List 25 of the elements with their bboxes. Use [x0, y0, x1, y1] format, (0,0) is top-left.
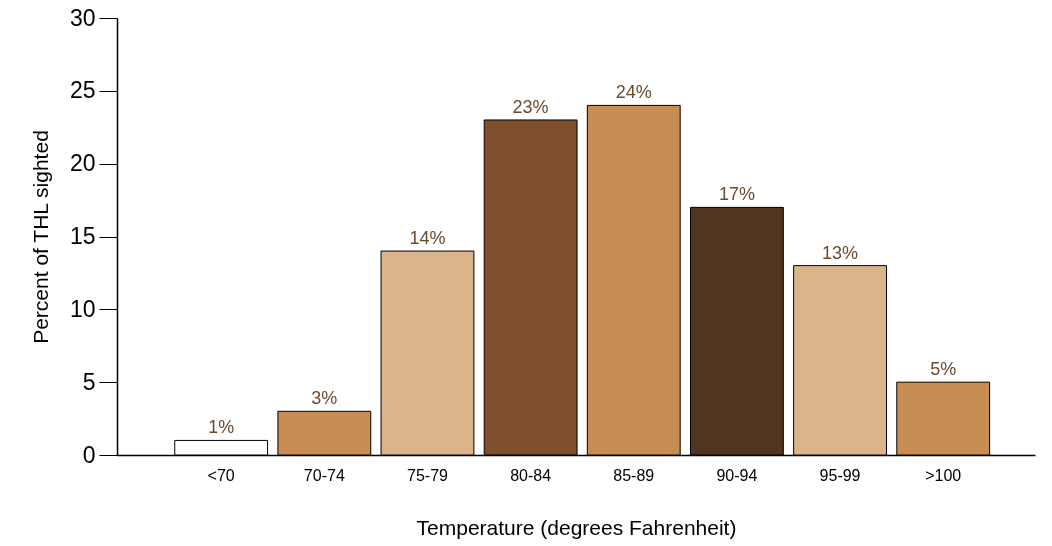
x-tick-label: 95-99 — [819, 466, 861, 484]
data-label: 23% — [512, 96, 549, 117]
x-tick-label: 75-79 — [407, 466, 449, 484]
y-tick-label: 5 — [82, 368, 96, 395]
data-label: 14% — [409, 228, 446, 249]
x-axis-title: Temperature (degrees Fahrenheit) — [416, 515, 737, 539]
y-axis-title: Percent of THL sighted — [28, 130, 52, 344]
x-tick-label: 80-84 — [510, 466, 552, 484]
y-tick-label: 30 — [69, 4, 96, 31]
x-tick-label: 70-74 — [303, 466, 345, 484]
data-label: 17% — [718, 184, 755, 205]
x-tick-label: 85-89 — [613, 466, 655, 484]
y-tick-label: 10 — [69, 295, 96, 322]
data-label: 13% — [822, 242, 859, 263]
y-tick-label: 20 — [69, 150, 96, 177]
x-tick-label: >100 — [925, 466, 962, 484]
data-label: 1% — [208, 417, 235, 438]
y-tick-label: 0 — [82, 441, 96, 468]
y-tick-label: 25 — [69, 77, 96, 104]
data-label: 24% — [615, 82, 652, 103]
data-label: 3% — [311, 388, 338, 409]
y-tick-label: 15 — [69, 223, 96, 249]
x-tick-label: <70 — [207, 466, 235, 484]
x-tick-label: 90-94 — [716, 466, 758, 484]
data-label: 5% — [930, 359, 957, 380]
